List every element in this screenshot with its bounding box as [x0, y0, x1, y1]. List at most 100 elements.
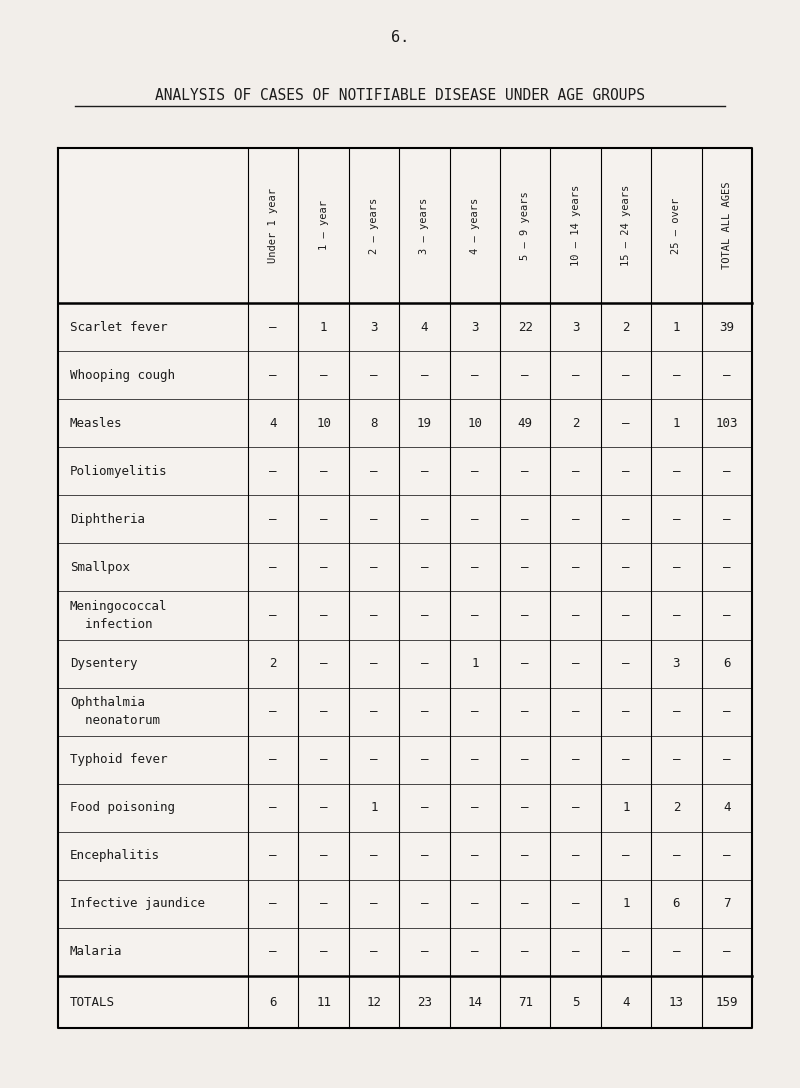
Text: 4: 4	[270, 417, 277, 430]
Text: –: –	[370, 465, 378, 478]
Text: Encephalitis: Encephalitis	[70, 850, 160, 863]
Text: –: –	[471, 465, 478, 478]
Text: –: –	[723, 561, 730, 573]
Text: –: –	[270, 561, 277, 573]
Text: Typhoid fever: Typhoid fever	[70, 753, 167, 766]
Text: –: –	[370, 369, 378, 382]
Text: 5: 5	[572, 996, 579, 1009]
Text: 10: 10	[316, 417, 331, 430]
Text: –: –	[622, 561, 630, 573]
Text: Under 1 year: Under 1 year	[268, 188, 278, 263]
Text: 1: 1	[673, 321, 680, 334]
Text: –: –	[421, 801, 428, 814]
Text: –: –	[522, 801, 529, 814]
Text: –: –	[270, 801, 277, 814]
Text: 8: 8	[370, 417, 378, 430]
Text: 3: 3	[673, 657, 680, 670]
Text: –: –	[270, 705, 277, 718]
Text: 3 – years: 3 – years	[419, 197, 430, 254]
Text: 4 – years: 4 – years	[470, 197, 480, 254]
Text: –: –	[421, 657, 428, 670]
Text: –: –	[421, 753, 428, 766]
Text: –: –	[673, 753, 680, 766]
Text: 12: 12	[366, 996, 382, 1009]
Text: –: –	[320, 850, 327, 863]
Text: –: –	[370, 945, 378, 959]
Text: –: –	[572, 465, 579, 478]
Text: Whooping cough: Whooping cough	[70, 369, 175, 382]
Text: Meningococcal: Meningococcal	[70, 601, 167, 614]
Text: –: –	[572, 945, 579, 959]
Text: –: –	[572, 657, 579, 670]
Text: Measles: Measles	[70, 417, 122, 430]
Bar	[58, 148, 752, 1028]
Text: –: –	[723, 465, 730, 478]
Text: 5 – 9 years: 5 – 9 years	[520, 191, 530, 260]
Text: –: –	[522, 898, 529, 911]
Text: –: –	[673, 561, 680, 573]
Text: 10 – 14 years: 10 – 14 years	[570, 185, 581, 267]
Text: 2: 2	[572, 417, 579, 430]
Text: –: –	[320, 945, 327, 959]
Text: –: –	[723, 945, 730, 959]
Text: 6: 6	[723, 657, 730, 670]
Text: –: –	[522, 561, 529, 573]
Text: 6: 6	[673, 898, 680, 911]
Text: –: –	[522, 609, 529, 622]
Text: –: –	[421, 512, 428, 526]
Text: –: –	[421, 705, 428, 718]
Text: –: –	[673, 945, 680, 959]
Text: –: –	[270, 753, 277, 766]
Text: 7: 7	[723, 898, 730, 911]
Text: –: –	[320, 369, 327, 382]
Text: –: –	[471, 512, 478, 526]
Text: 1: 1	[370, 801, 378, 814]
Text: –: –	[320, 609, 327, 622]
Text: 159: 159	[715, 996, 738, 1009]
Text: –: –	[723, 705, 730, 718]
Text: –: –	[572, 561, 579, 573]
Text: –: –	[270, 369, 277, 382]
Text: –: –	[270, 898, 277, 911]
Text: 1: 1	[673, 417, 680, 430]
Text: –: –	[522, 369, 529, 382]
Text: Smallpox: Smallpox	[70, 561, 130, 573]
Text: 2: 2	[622, 321, 630, 334]
Text: –: –	[673, 609, 680, 622]
Text: –: –	[320, 561, 327, 573]
Text: –: –	[421, 561, 428, 573]
Text: –: –	[471, 898, 478, 911]
Text: –: –	[522, 512, 529, 526]
Text: –: –	[370, 850, 378, 863]
Text: TOTAL ALL AGES: TOTAL ALL AGES	[722, 182, 732, 269]
Text: 10: 10	[467, 417, 482, 430]
Text: –: –	[471, 850, 478, 863]
Text: –: –	[622, 369, 630, 382]
Text: –: –	[370, 512, 378, 526]
Text: 49: 49	[518, 417, 533, 430]
Text: Diphtheria: Diphtheria	[70, 512, 145, 526]
Text: –: –	[723, 369, 730, 382]
Text: –: –	[572, 753, 579, 766]
Text: –: –	[572, 369, 579, 382]
Text: –: –	[622, 850, 630, 863]
Text: –: –	[471, 561, 478, 573]
Text: –: –	[622, 657, 630, 670]
Text: –: –	[723, 850, 730, 863]
Text: 2: 2	[673, 801, 680, 814]
Text: –: –	[471, 801, 478, 814]
Text: 15 – 24 years: 15 – 24 years	[621, 185, 631, 267]
Text: –: –	[622, 465, 630, 478]
Text: –: –	[270, 512, 277, 526]
Text: 4: 4	[421, 321, 428, 334]
Text: –: –	[421, 369, 428, 382]
Text: TOTALS: TOTALS	[70, 996, 115, 1009]
Text: 2 – years: 2 – years	[369, 197, 379, 254]
Text: 23: 23	[417, 996, 432, 1009]
Text: –: –	[572, 609, 579, 622]
Text: 4: 4	[622, 996, 630, 1009]
Text: –: –	[471, 369, 478, 382]
Text: –: –	[471, 945, 478, 959]
Text: –: –	[471, 753, 478, 766]
Text: –: –	[270, 609, 277, 622]
